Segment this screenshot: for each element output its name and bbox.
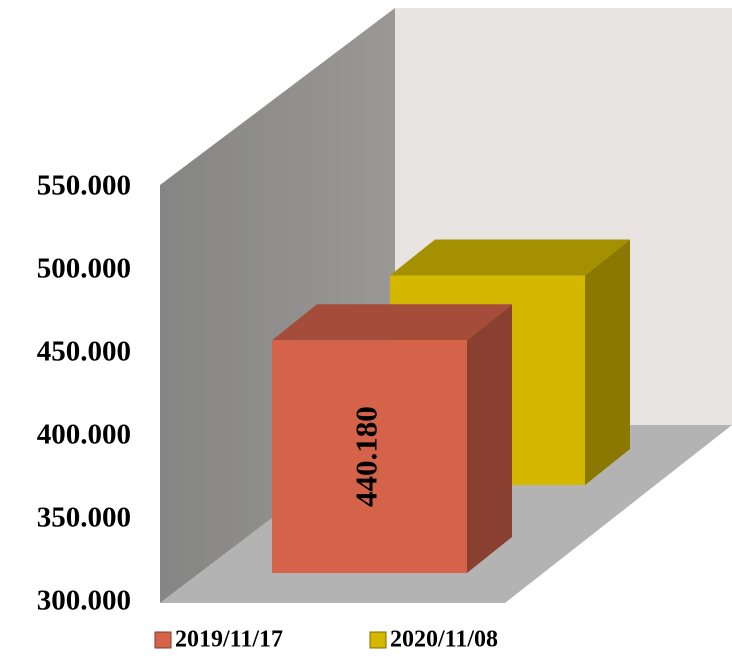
legend-swatch: [154, 631, 172, 649]
value-label: 440.180: [349, 406, 384, 507]
bar-top: [272, 304, 512, 341]
y-tick-label: 450.000: [37, 336, 131, 368]
y-tick-label: 350.000: [37, 502, 131, 534]
legend-swatch: [369, 631, 387, 649]
y-tick-label: 500.000: [37, 253, 131, 285]
bar-top: [390, 239, 630, 276]
bar: [272, 340, 467, 573]
legend-label: 2020/11/08: [390, 627, 498, 653]
legend-label: 2019/11/17: [175, 627, 283, 653]
bar-side: [585, 239, 630, 485]
y-tick-label: 400.000: [37, 419, 131, 451]
bar-side: [467, 304, 512, 573]
y-tick-label: 300.000: [37, 585, 131, 617]
y-tick-label: 550.000: [37, 170, 131, 202]
